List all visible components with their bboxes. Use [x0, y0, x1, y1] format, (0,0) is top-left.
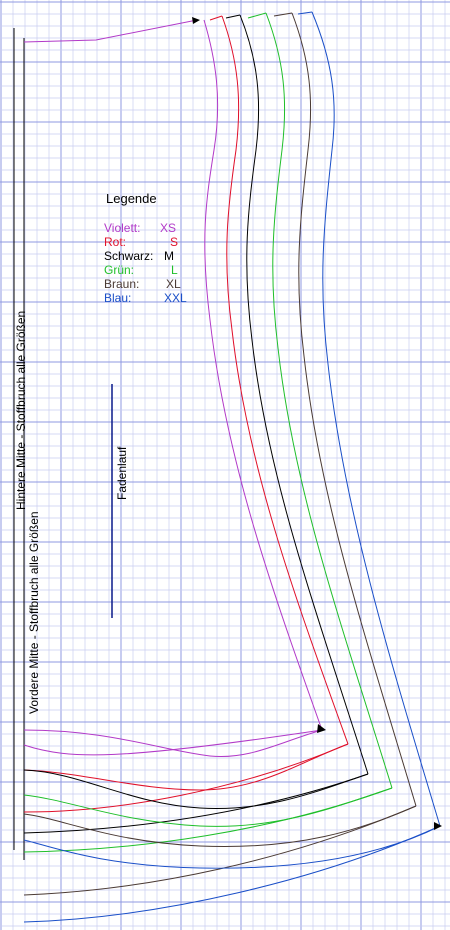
front-center-label: Vordere Mitte - Stoffbruch alle Größen	[27, 511, 41, 714]
legend-item-m: Schwarz: M	[104, 249, 214, 263]
legend-item-xxl: Blau: XXL	[104, 291, 214, 305]
legend-color-name: Rot:	[104, 235, 127, 249]
size-xl-outline	[23, 12, 417, 896]
notch-marker-hem-xs	[317, 724, 326, 733]
legend-item-s: Rot: S	[104, 235, 214, 249]
size-s-outline	[23, 15, 349, 813]
legend-size: XS	[160, 221, 177, 235]
legend-item-xs: Violett: XS	[104, 221, 214, 235]
legend-color-name: Violett:	[104, 221, 141, 235]
notch-marker-neck	[192, 17, 200, 24]
legend-color-name: Braun:	[104, 277, 140, 291]
size-l-outline	[23, 12, 393, 853]
legend-title: Legende	[106, 191, 157, 206]
legend-item-xl: Braun: XL	[104, 277, 214, 291]
legend-size: M	[164, 249, 174, 263]
legend-size: L	[171, 263, 178, 277]
legend-color-name: Grün:	[104, 263, 135, 277]
notch-marker-hem-xxl	[434, 822, 442, 830]
legend-size: S	[170, 235, 179, 249]
legend-size: XL	[166, 277, 181, 291]
legend-size: XXL	[164, 291, 187, 305]
size-m-outline	[23, 14, 369, 834]
legend-item-l: Grün: L	[104, 263, 214, 277]
grainline-label: Fadenlauf	[115, 446, 129, 500]
size-xxl-outline	[23, 11, 441, 923]
back-center-label: Hintere Mitte - Stoffbruch alle Größen	[14, 310, 28, 510]
size-xs-outline	[23, 19, 323, 758]
legend-color-name: Blau:	[104, 291, 132, 305]
legend-color-name: Schwarz:	[104, 249, 154, 263]
